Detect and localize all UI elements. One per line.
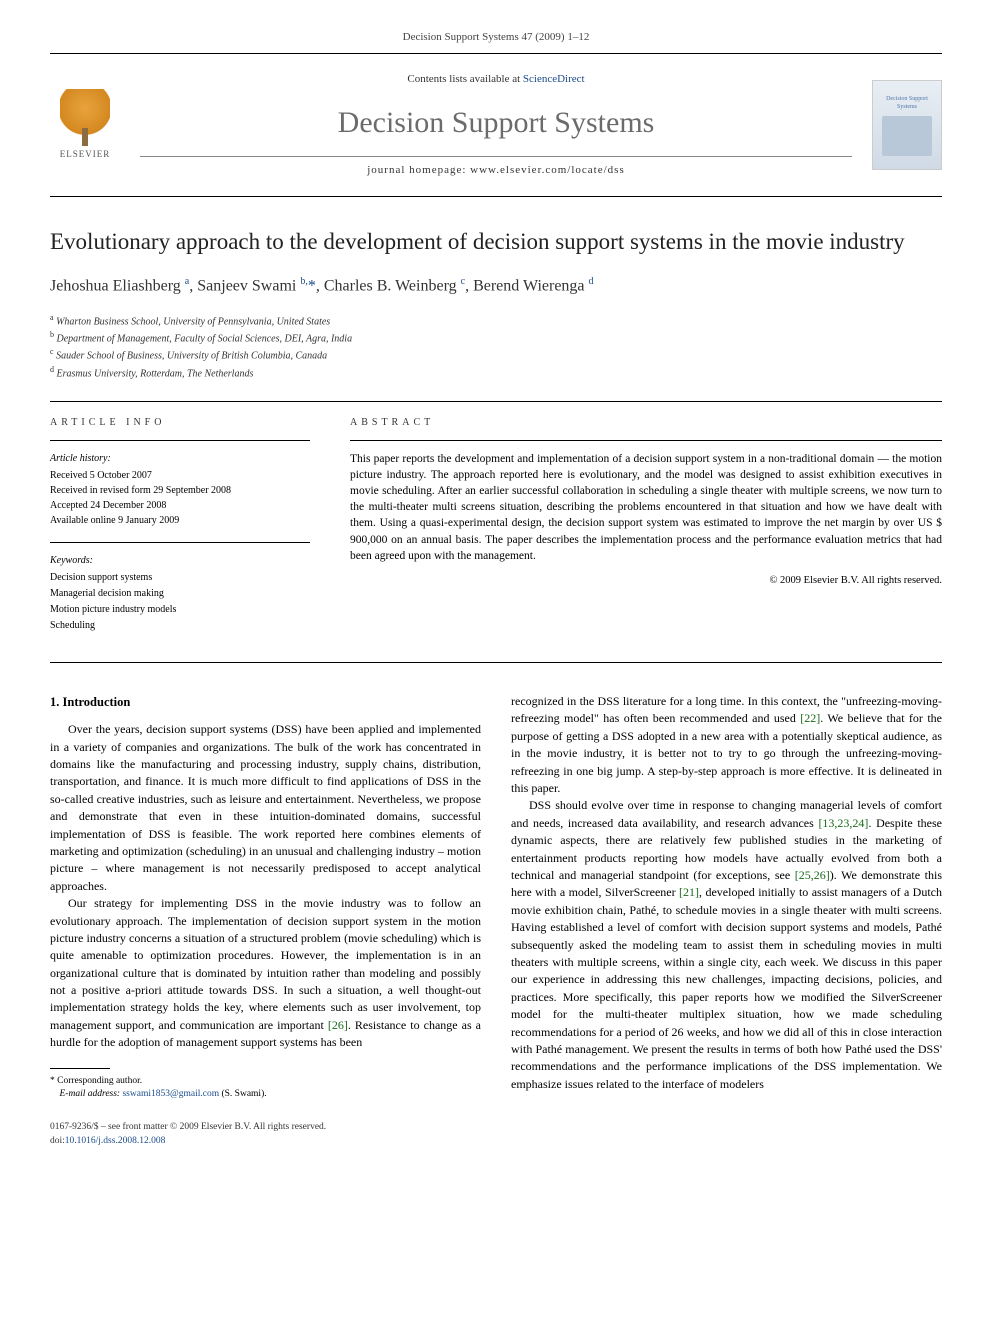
running-head: Decision Support Systems 47 (2009) 1–12 [50, 30, 942, 45]
corresponding-author-note: * Corresponding author. [50, 1075, 481, 1088]
keyword-item: Decision support systems [50, 570, 310, 586]
article-info-column: article info Article history: Received 5… [50, 416, 310, 648]
article-info-label: article info [50, 416, 310, 430]
info-abstract-row: article info Article history: Received 5… [50, 401, 942, 663]
doi-link[interactable]: 10.1016/j.dss.2008.12.008 [65, 1136, 166, 1146]
affiliation-item: b Department of Management, Faculty of S… [50, 329, 942, 346]
ref-22[interactable]: [22] [800, 711, 820, 725]
doi-line: doi:10.1016/j.dss.2008.12.008 [50, 1135, 942, 1148]
ref-21[interactable]: [21] [679, 885, 699, 899]
keywords-label: Keywords: [50, 553, 310, 568]
footnotes-block: * Corresponding author. E-mail address: … [50, 1075, 481, 1102]
doi-label: doi: [50, 1136, 65, 1146]
abstract-copyright: © 2009 Elsevier B.V. All rights reserved… [350, 574, 942, 589]
affiliation-list: a Wharton Business School, University of… [50, 312, 942, 381]
article-title: Evolutionary approach to the development… [50, 227, 942, 257]
keywords-block: Keywords: Decision support systemsManage… [50, 553, 310, 634]
corresponding-email-link[interactable]: sswami1853@gmail.com [122, 1089, 219, 1099]
cover-image-icon [882, 116, 932, 156]
keyword-item: Motion picture industry models [50, 602, 310, 618]
contents-available-line: Contents lists available at ScienceDirec… [140, 72, 852, 87]
ref-13-23-24[interactable]: [13,23,24] [818, 816, 868, 830]
issn-copyright-line: 0167-9236/$ – see front matter © 2009 El… [50, 1121, 942, 1134]
para2-lead: Our strategy for implementing DSS in the… [50, 896, 481, 1032]
history-lines: Received 5 October 2007Received in revis… [50, 468, 310, 528]
rule-abstract [350, 440, 942, 441]
author-list: Jehoshua Eliashberg a, Sanjeev Swami b,*… [50, 275, 942, 298]
body-para-4: DSS should evolve over time in response … [511, 797, 942, 1093]
ref-25-26[interactable]: [25,26] [795, 868, 830, 882]
history-line: Received 5 October 2007 [50, 468, 310, 483]
history-label: Article history: [50, 451, 310, 466]
sciencedirect-link[interactable]: ScienceDirect [523, 73, 585, 85]
rule-keywords [50, 542, 310, 543]
body-para-2: Our strategy for implementing DSS in the… [50, 895, 481, 1052]
email-who: (S. Swami). [221, 1089, 266, 1099]
keywords-lines: Decision support systemsManagerial decis… [50, 570, 310, 634]
email-label: E-mail address: [60, 1089, 121, 1099]
homepage-url: www.elsevier.com/locate/dss [470, 164, 625, 176]
body-text-columns: 1. Introduction Over the years, decision… [50, 693, 942, 1101]
masthead: ELSEVIER Contents lists available at Sci… [50, 62, 942, 188]
abstract-text: This paper reports the development and i… [350, 451, 942, 564]
rule-top [50, 53, 942, 54]
journal-cover-thumb: Decision Support Systems [872, 80, 942, 170]
email-line: E-mail address: sswami1853@gmail.com (S.… [50, 1088, 481, 1101]
article-history-block: Article history: Received 5 October 2007… [50, 451, 310, 528]
cover-caption: Decision Support Systems [877, 95, 937, 112]
elsevier-tree-icon [60, 89, 110, 144]
contents-prefix: Contents lists available at [407, 73, 522, 85]
keyword-item: Managerial decision making [50, 586, 310, 602]
abstract-label: abstract [350, 416, 942, 430]
footnote-separator [50, 1068, 110, 1069]
homepage-label: journal homepage: [367, 164, 470, 176]
keyword-item: Scheduling [50, 618, 310, 634]
body-para-1: Over the years, decision support systems… [50, 721, 481, 895]
publisher-logo: ELSEVIER [50, 85, 120, 165]
history-line: Available online 9 January 2009 [50, 513, 310, 528]
masthead-center: Contents lists available at ScienceDirec… [140, 72, 852, 178]
abstract-column: abstract This paper reports the developm… [350, 416, 942, 648]
para4-tail: , developed initially to assist managers… [511, 885, 942, 1090]
ref-26[interactable]: [26] [328, 1018, 348, 1032]
rule-below-masthead [50, 196, 942, 197]
page-footer: 0167-9236/$ – see front matter © 2009 El… [50, 1121, 942, 1148]
rule-info [50, 440, 310, 441]
affiliation-item: c Sauder School of Business, University … [50, 346, 942, 363]
journal-name: Decision Support Systems [140, 102, 852, 144]
history-line: Accepted 24 December 2008 [50, 498, 310, 513]
body-para-3: recognized in the DSS literature for a l… [511, 693, 942, 797]
affiliation-item: d Erasmus University, Rotterdam, The Net… [50, 364, 942, 381]
affiliation-item: a Wharton Business School, University of… [50, 312, 942, 329]
journal-homepage-line: journal homepage: www.elsevier.com/locat… [140, 163, 852, 178]
publisher-name: ELSEVIER [60, 148, 111, 161]
history-line: Received in revised form 29 September 20… [50, 483, 310, 498]
rule-thin [140, 156, 852, 157]
section-1-heading: 1. Introduction [50, 693, 481, 711]
